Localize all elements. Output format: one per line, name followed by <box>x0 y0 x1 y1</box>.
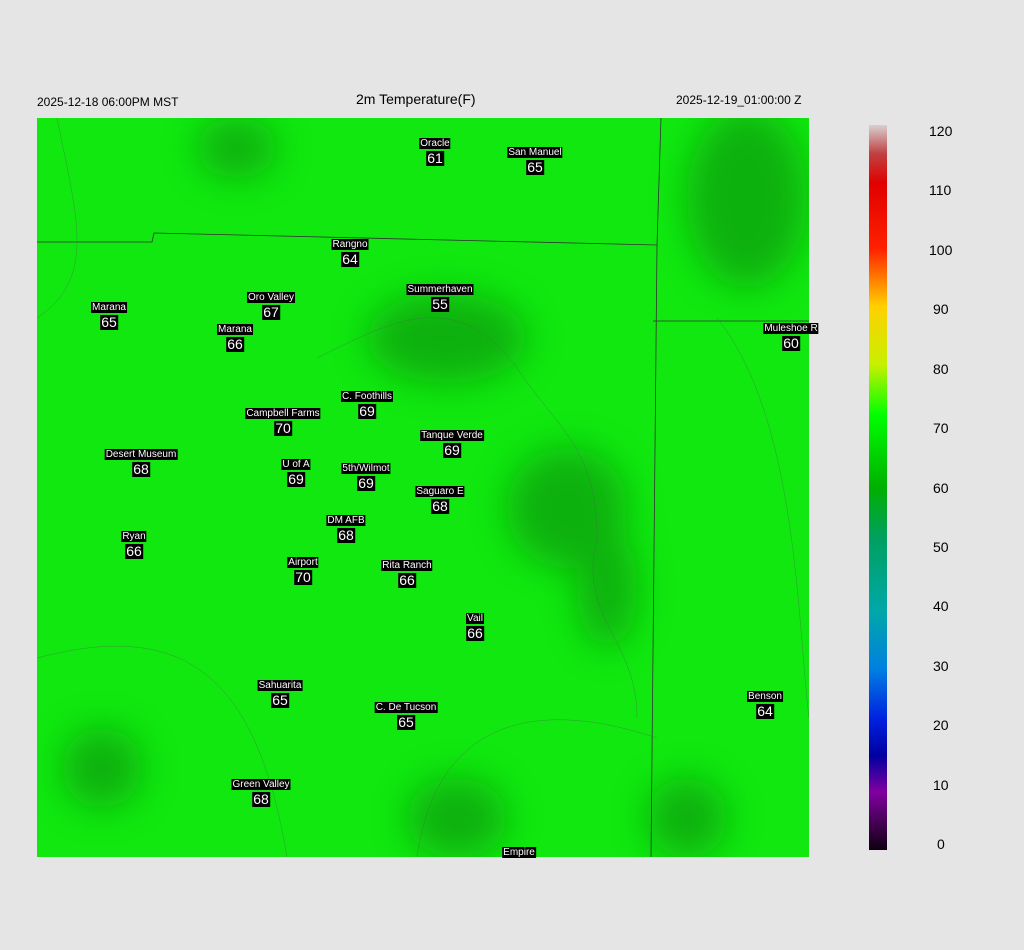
station-value: 66 <box>125 543 143 559</box>
station-name: Empire <box>502 847 536 858</box>
station-name: Oro Valley <box>247 292 295 303</box>
colorbar-tick-label: 90 <box>933 301 949 318</box>
station-name: Marana <box>91 302 127 313</box>
colorbar-tick-label: 10 <box>933 776 949 793</box>
map <box>37 118 809 857</box>
station-value: 70 <box>294 569 312 585</box>
station-value: 61 <box>426 150 444 166</box>
station-value: 67 <box>262 304 280 320</box>
colorbar-tick-label: 50 <box>933 538 949 555</box>
colorbar-tick-label: 60 <box>933 479 949 496</box>
station-value: 68 <box>252 791 270 807</box>
station-name: 5th/Wilmot <box>341 463 391 474</box>
station-value: 66 <box>466 625 484 641</box>
map-title: 2m Temperature(F) <box>356 91 476 107</box>
station-value: 60 <box>782 335 800 351</box>
station-name: C. Foothills <box>340 391 394 402</box>
station-name: Desert Museum <box>104 449 178 460</box>
station-name: Green Valley <box>231 779 291 790</box>
station-value: 64 <box>756 703 774 719</box>
station-name: Saguaro E <box>415 486 465 497</box>
station-value: 68 <box>431 498 449 514</box>
station-value: 68 <box>132 461 150 477</box>
colorbar <box>869 125 887 850</box>
colorbar-tick-label: 20 <box>933 717 949 734</box>
colorbar-tick-label: 40 <box>933 598 949 615</box>
station-value: 65 <box>100 314 118 330</box>
station-name: Rita Ranch <box>381 560 433 571</box>
station-value: 65 <box>526 159 544 175</box>
colorbar-tick-label: 0 <box>937 836 945 852</box>
station-name: Vail <box>466 613 484 624</box>
station-value: 66 <box>398 572 416 588</box>
colorbar-tick-label: 30 <box>933 657 949 674</box>
station-value: 69 <box>358 403 376 419</box>
model-time: 2025-12-19_01:00:00 Z <box>676 93 802 107</box>
station-name: Summerhaven <box>406 284 474 295</box>
station-name: Rangno <box>331 239 369 250</box>
colorbar-tick-label: 120 <box>929 123 953 139</box>
station-value: 68 <box>337 527 355 543</box>
station-value: 65 <box>397 714 415 730</box>
station-name: C. De Tucson <box>374 702 438 713</box>
colorbar-tick-label: 70 <box>933 420 949 437</box>
station-value: 64 <box>341 251 359 267</box>
station-value: 66 <box>226 336 244 352</box>
station-value: 69 <box>357 475 375 491</box>
station-name: Benson <box>747 691 783 702</box>
station-name: Ryan <box>121 531 147 542</box>
station-name: Airport <box>287 557 319 568</box>
station-name: DM AFB <box>326 515 366 526</box>
station-name: U of A <box>281 459 311 470</box>
station-name: Sahuarita <box>257 680 303 691</box>
terrain <box>37 118 809 857</box>
station-name: Tanque Verde <box>420 430 484 441</box>
station-value: 70 <box>274 420 292 436</box>
colorbar-tick-label: 80 <box>933 360 949 377</box>
colorbar-tick-label: 110 <box>929 182 952 199</box>
station-name: San Manuel <box>507 147 563 158</box>
station-value: 65 <box>271 692 289 708</box>
station-name: Marana <box>217 324 253 335</box>
station-name: Campbell Farms <box>245 408 321 419</box>
station-value: 69 <box>443 442 461 458</box>
valid-time: 2025-12-18 06:00PM MST <box>37 95 179 109</box>
station-name: Muleshoe R <box>763 323 819 334</box>
station-value: 69 <box>287 471 305 487</box>
station-value: 55 <box>431 296 449 312</box>
station-name: Oracle <box>419 138 451 149</box>
colorbar-tick-label: 100 <box>929 241 953 258</box>
